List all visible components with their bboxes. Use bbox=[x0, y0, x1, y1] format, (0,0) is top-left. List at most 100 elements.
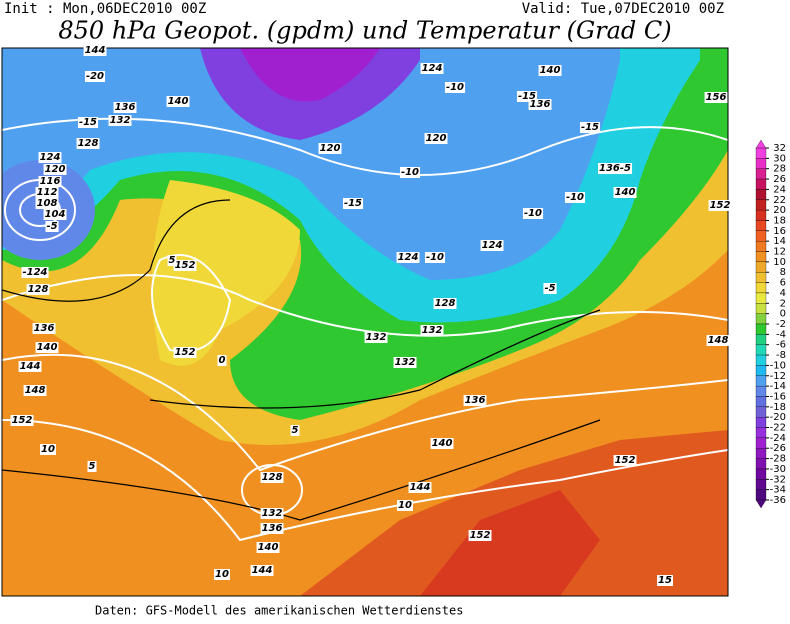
contour-label-bg bbox=[538, 65, 562, 76]
contour-label: 10 bbox=[215, 569, 229, 580]
colorbar-band bbox=[755, 396, 767, 407]
contour-label-bg bbox=[468, 530, 492, 541]
contour-label: 144 bbox=[85, 45, 106, 56]
contour-label-bg bbox=[564, 192, 586, 203]
colorbar-band bbox=[755, 417, 767, 428]
colorbar-label: 24 bbox=[773, 184, 786, 195]
colorbar-arrow-bottom bbox=[755, 499, 767, 509]
colorbar-band bbox=[755, 209, 767, 221]
colorbar-label: -14 bbox=[770, 381, 786, 392]
colorbar-band bbox=[755, 220, 767, 231]
contour-label: 128 bbox=[435, 298, 456, 309]
map-frame bbox=[1, 47, 729, 597]
contour-label-bg bbox=[260, 508, 284, 519]
contour-label: 128 bbox=[262, 472, 283, 483]
colorbar-arrow-top bbox=[755, 139, 767, 149]
contour-label-bg bbox=[40, 444, 56, 455]
contour-label-bg bbox=[463, 395, 487, 406]
colorbar-band bbox=[755, 468, 767, 480]
colorbar-label: -2 bbox=[776, 319, 786, 330]
contour-label-bg bbox=[77, 117, 99, 128]
colorbar-label: 4 bbox=[780, 288, 786, 299]
contour-label-bg bbox=[76, 138, 100, 149]
colorbar-band bbox=[755, 344, 767, 356]
contour-label: 140 bbox=[37, 342, 58, 353]
contour-label: 132 bbox=[262, 508, 283, 519]
contour-label-bg bbox=[21, 267, 49, 278]
contour-label: 108 bbox=[37, 198, 58, 209]
contour-label: 120 bbox=[426, 133, 447, 144]
contour-label-bg bbox=[424, 252, 446, 263]
contour-label: 152 bbox=[175, 347, 196, 358]
contour-label: 112 bbox=[37, 187, 58, 198]
init-time: Init : Mon,06DEC2010 00Z bbox=[4, 1, 206, 17]
contour-label-bg bbox=[613, 455, 637, 466]
colorbar-label: 16 bbox=[773, 226, 786, 237]
colorbar-band bbox=[755, 406, 767, 418]
colorbar-label: 6 bbox=[780, 278, 786, 289]
colorbar-label: -32 bbox=[770, 474, 786, 485]
colorbar-label: -10 bbox=[770, 360, 786, 371]
colorbar-label: 8 bbox=[780, 267, 786, 278]
colorbar-band bbox=[755, 261, 767, 273]
colorbar-label: 28 bbox=[773, 164, 786, 175]
contour-label: 5 bbox=[89, 461, 96, 472]
contour-label: -5 bbox=[544, 283, 555, 294]
colorbar-band bbox=[755, 147, 767, 159]
colorbar-band bbox=[755, 158, 767, 169]
contour-label: 156 bbox=[706, 92, 727, 103]
contour-label: 116 bbox=[40, 176, 61, 187]
contour-label: 10 bbox=[398, 500, 412, 511]
map-title: 850 hPa Geopot. (gpdm) und Temperatur (G… bbox=[58, 17, 671, 45]
colorbar-band bbox=[755, 313, 767, 325]
contour-label: 124 bbox=[422, 63, 443, 74]
contour-label: 132 bbox=[110, 115, 131, 126]
contour-label: 120 bbox=[45, 164, 66, 175]
contour-label: 144 bbox=[410, 482, 431, 493]
colorbar-label: -8 bbox=[776, 350, 786, 361]
colorbar-band bbox=[755, 189, 767, 200]
colorbar-label: 2 bbox=[780, 298, 786, 309]
colorbar-label: 12 bbox=[773, 247, 786, 258]
contour-label-bg bbox=[613, 187, 637, 198]
valid-time: Valid: Tue,07DEC2010 00Z bbox=[522, 1, 724, 17]
colorbar-band bbox=[755, 168, 767, 180]
contour-label: 140 bbox=[615, 187, 636, 198]
colorbar-label: 26 bbox=[773, 174, 786, 185]
colorbar-label: 10 bbox=[773, 257, 786, 268]
contour-label: -15 bbox=[79, 117, 97, 128]
contour-label-bg bbox=[113, 102, 137, 113]
contour-label-bg bbox=[579, 122, 601, 133]
contour-label-bg bbox=[342, 198, 364, 209]
colorbar-label: 20 bbox=[773, 205, 786, 216]
contour-label-bg bbox=[45, 221, 59, 232]
contour-label-bg bbox=[364, 332, 388, 343]
contour-label-bg bbox=[256, 542, 280, 553]
colorbar-band bbox=[755, 178, 767, 190]
contour-label-bg bbox=[10, 415, 34, 426]
contour-label-bg bbox=[420, 325, 444, 336]
contour-label-bg bbox=[408, 482, 432, 493]
contour-label-bg bbox=[598, 163, 633, 174]
contour-label-bg bbox=[32, 323, 56, 334]
contour-label: 136 bbox=[34, 323, 55, 334]
contour-label-bg bbox=[260, 472, 284, 483]
contour-label-bg bbox=[83, 45, 107, 56]
contour-label: 136 bbox=[530, 99, 551, 110]
colorbar-label: -20 bbox=[770, 412, 786, 423]
colorbar-label: -12 bbox=[770, 371, 786, 382]
contour-label-bg bbox=[167, 255, 177, 266]
contour-label-bg bbox=[250, 565, 274, 576]
contour-label-bg bbox=[480, 240, 504, 251]
contour-label-bg bbox=[26, 284, 50, 295]
colorbar-band bbox=[755, 365, 767, 376]
contour-label: -15 bbox=[344, 198, 362, 209]
contour-label-bg bbox=[706, 335, 730, 346]
colorbar-label: 22 bbox=[773, 195, 786, 206]
contour-label-bg bbox=[397, 500, 413, 511]
contour-label: 5 bbox=[169, 255, 176, 266]
contour-label-bg bbox=[35, 198, 59, 209]
contour-label: 0 bbox=[219, 355, 226, 366]
colorbar-label: 18 bbox=[773, 215, 786, 226]
colorbar-label: -36 bbox=[770, 495, 786, 506]
